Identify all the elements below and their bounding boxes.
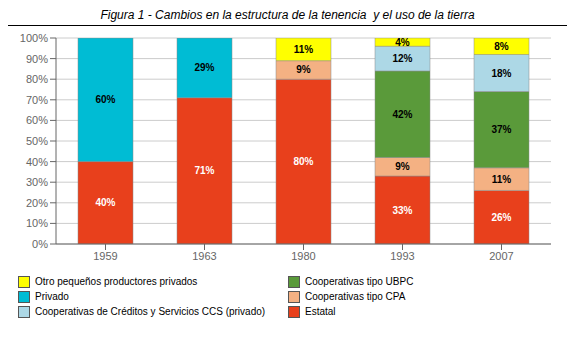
svg-text:40%: 40% (26, 156, 48, 168)
svg-text:1963: 1963 (192, 250, 216, 262)
svg-text:18%: 18% (491, 68, 511, 79)
svg-text:80%: 80% (26, 73, 48, 85)
svg-text:0%: 0% (32, 238, 48, 250)
svg-text:100%: 100% (20, 32, 48, 44)
svg-text:26%: 26% (491, 212, 511, 223)
svg-text:71%: 71% (194, 165, 214, 176)
svg-text:90%: 90% (26, 53, 48, 65)
html-text:Privado: Privado (35, 291, 69, 302)
svg-text:60%: 60% (26, 114, 48, 126)
svg-text:20%: 20% (26, 197, 48, 209)
svg-text:11%: 11% (492, 174, 512, 185)
svg-text:8%: 8% (494, 41, 509, 52)
html-text:Cooperativas de Créditos y Ser: Cooperativas de Créditos y Servicios CCS… (35, 306, 266, 317)
svg-text:10%: 10% (26, 217, 48, 229)
svg-text:37%: 37% (491, 124, 511, 135)
svg-text:2007: 2007 (489, 250, 513, 262)
html-text:Estatal: Estatal (305, 306, 336, 317)
svg-text:40%: 40% (95, 197, 115, 208)
svg-text:9%: 9% (395, 161, 410, 172)
svg-text:70%: 70% (26, 94, 48, 106)
html-text:Figura 1 - Cambios en la estru: Figura 1 - Cambios en la estructura de l… (100, 8, 475, 22)
svg-text:12%: 12% (392, 53, 412, 64)
svg-text:80%: 80% (293, 156, 313, 167)
svg-text:50%: 50% (26, 135, 48, 147)
html-text:Cooperativas tipo UBPC: Cooperativas tipo UBPC (305, 276, 414, 287)
svg-text:1980: 1980 (291, 250, 315, 262)
html-text:Otro pequeños productores priv: Otro pequeños productores privados (35, 276, 198, 287)
svg-text:60%: 60% (95, 94, 115, 105)
svg-text:42%: 42% (392, 109, 412, 120)
svg-text:33%: 33% (392, 205, 412, 216)
svg-text:4%: 4% (395, 37, 410, 48)
svg-text:11%: 11% (294, 44, 314, 55)
svg-text:30%: 30% (26, 176, 48, 188)
svg-text:29%: 29% (194, 62, 214, 73)
html-text:Cooperativas tipo CPA: Cooperativas tipo CPA (305, 291, 406, 302)
svg-text:1959: 1959 (93, 250, 117, 262)
svg-text:9%: 9% (296, 64, 311, 75)
svg-text:1993: 1993 (390, 250, 414, 262)
